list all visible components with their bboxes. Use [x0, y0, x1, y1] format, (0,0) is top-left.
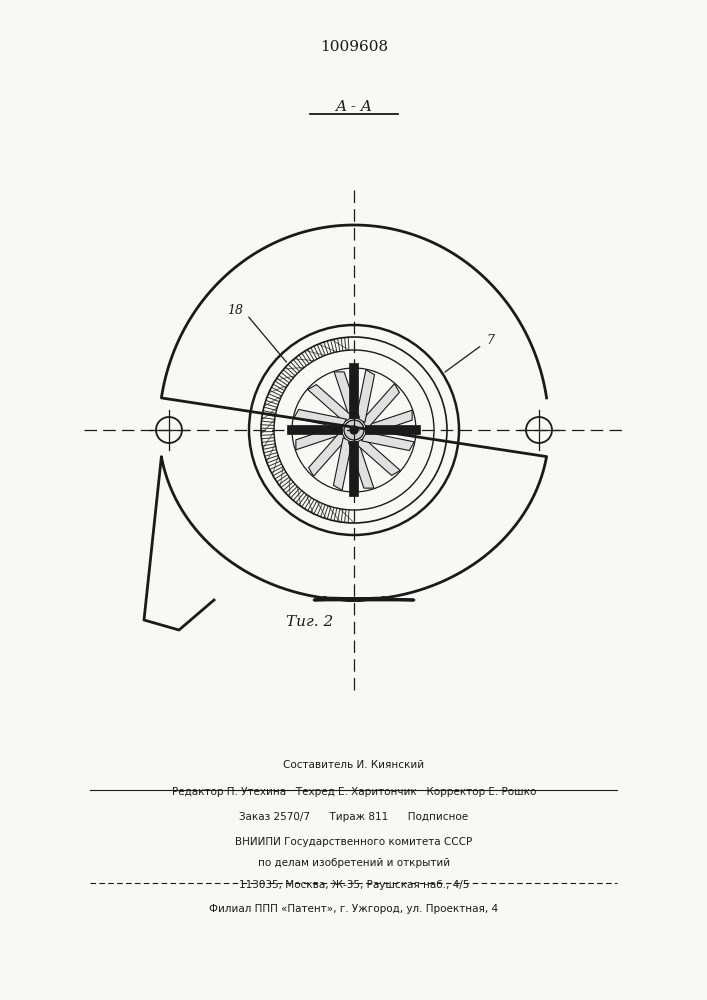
Polygon shape [355, 438, 400, 475]
Text: 113035, Москва, Ж-35, Раушская наб., 4/5: 113035, Москва, Ж-35, Раушская наб., 4/5 [239, 880, 469, 890]
Polygon shape [349, 442, 374, 488]
Text: по делам изобретений и открытий: по делам изобретений и открытий [258, 858, 450, 868]
Polygon shape [308, 385, 353, 422]
Polygon shape [308, 431, 346, 476]
Text: ВНИИПИ Государственного комитета СССР: ВНИИПИ Государственного комитета СССР [235, 837, 472, 847]
Text: 18: 18 [227, 304, 243, 316]
Polygon shape [293, 409, 346, 428]
Polygon shape [334, 372, 360, 418]
Circle shape [344, 420, 364, 440]
Circle shape [336, 412, 372, 448]
Polygon shape [362, 384, 399, 429]
Text: Филиал ППП «Патент», г. Ужгород, ул. Проектная, 4: Филиал ППП «Патент», г. Ужгород, ул. Про… [209, 904, 498, 914]
Polygon shape [366, 410, 412, 436]
Polygon shape [334, 438, 352, 490]
Text: Составитель И. Киянский: Составитель И. Киянский [284, 760, 425, 770]
Text: 1009608: 1009608 [320, 40, 388, 54]
Text: Τиг. 2: Τиг. 2 [286, 615, 334, 629]
Polygon shape [296, 424, 342, 450]
Circle shape [350, 426, 358, 434]
Polygon shape [361, 432, 414, 451]
Text: Редактор П. Утехина   Техред Е. Харитончик   Корректор Е. Рошко: Редактор П. Утехина Техред Е. Харитончик… [172, 787, 536, 797]
Text: 7: 7 [486, 334, 494, 347]
Polygon shape [356, 370, 375, 422]
Text: A - A: A - A [336, 100, 373, 114]
Text: Заказ 2570/7      Тираж 811      Подписное: Заказ 2570/7 Тираж 811 Подписное [240, 812, 469, 822]
